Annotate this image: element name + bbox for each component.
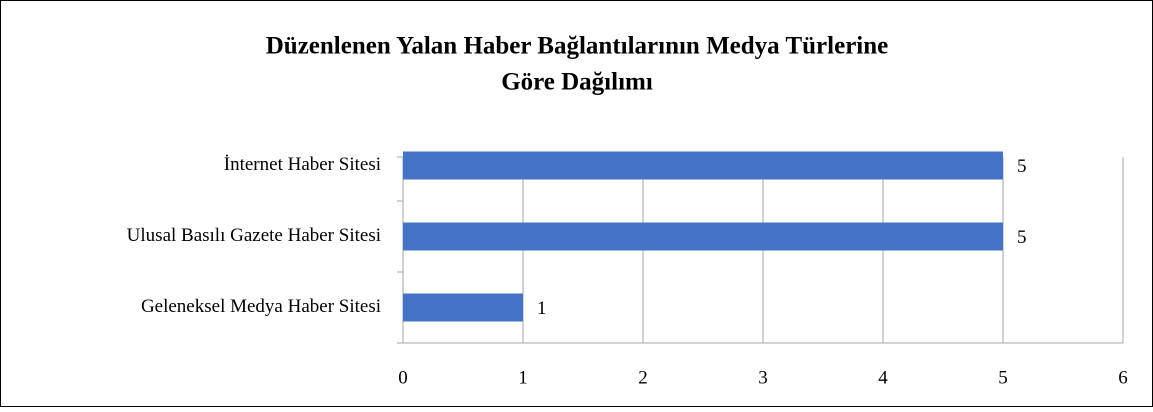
x-tick-label: 4 — [878, 367, 888, 388]
x-tick-label: 2 — [638, 367, 648, 388]
bar — [403, 151, 1003, 180]
chart-title: Göre Dağılımı — [501, 69, 653, 96]
x-tick-label: 6 — [1118, 367, 1128, 388]
chart-title: Düzenlenen Yalan Haber Bağlantılarının M… — [266, 33, 889, 60]
x-tick-label: 1 — [518, 367, 528, 388]
data-label: 1 — [537, 298, 547, 319]
data-label: 5 — [1017, 227, 1027, 248]
y-tick-label: İnternet Haber Sitesi — [224, 154, 381, 175]
bar — [403, 293, 523, 322]
x-tick-label: 5 — [998, 367, 1008, 388]
x-tick-label: 3 — [758, 367, 768, 388]
y-tick-label: Ulusal Basılı Gazete Haber Sitesi — [127, 225, 381, 246]
x-tick-label: 0 — [398, 367, 408, 388]
y-tick-label: Geleneksel Medya Haber Sitesi — [141, 296, 381, 317]
data-label: 5 — [1017, 156, 1027, 177]
bar — [403, 222, 1003, 251]
